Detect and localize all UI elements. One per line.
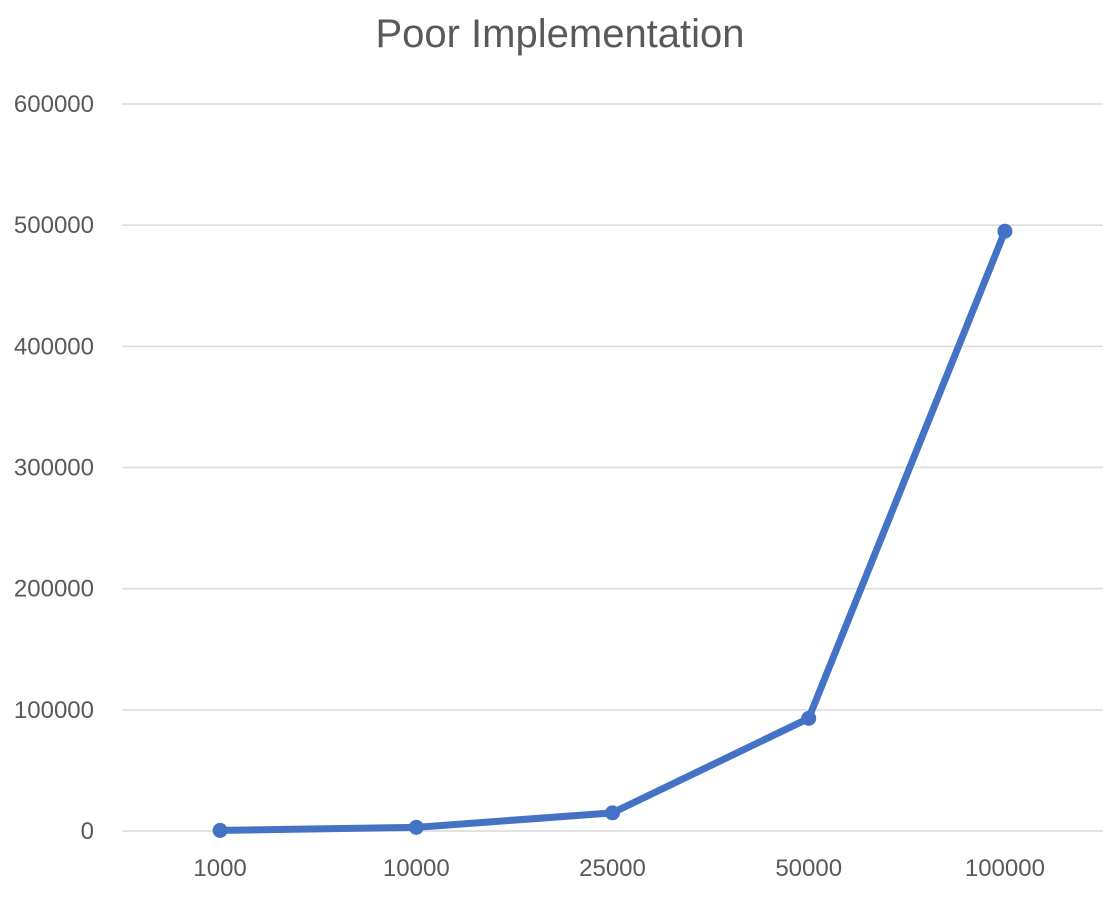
x-axis-ticks: 1000 10000 25000 50000 100000: [193, 855, 1045, 882]
data-point: [408, 819, 424, 835]
data-point: [997, 223, 1013, 239]
y-tick-label: 400000: [14, 333, 94, 360]
y-tick-label: 200000: [14, 576, 94, 603]
data-point: [605, 805, 620, 821]
y-tick-label: 600000: [14, 91, 94, 118]
x-tick-label: 10000: [383, 855, 450, 882]
x-tick-label: 25000: [579, 855, 646, 882]
series-line: [216, 227, 1009, 834]
x-tick-label: 100000: [965, 855, 1045, 882]
y-tick-label: 0: [81, 818, 94, 845]
data-point: [801, 710, 817, 726]
y-tick-label: 300000: [14, 455, 94, 482]
gridlines: [122, 103, 1103, 832]
series-layer: [212, 223, 1013, 838]
y-tick-label: 500000: [14, 212, 94, 239]
data-point: [212, 822, 228, 838]
y-axis-ticks: 0 100000 200000 300000 400000 500000 600000: [14, 91, 94, 845]
x-tick-label: 50000: [775, 855, 842, 882]
y-tick-label: 100000: [14, 697, 94, 724]
chart-title: Poor Implementation: [375, 12, 745, 56]
x-tick-label: 1000: [193, 855, 246, 882]
